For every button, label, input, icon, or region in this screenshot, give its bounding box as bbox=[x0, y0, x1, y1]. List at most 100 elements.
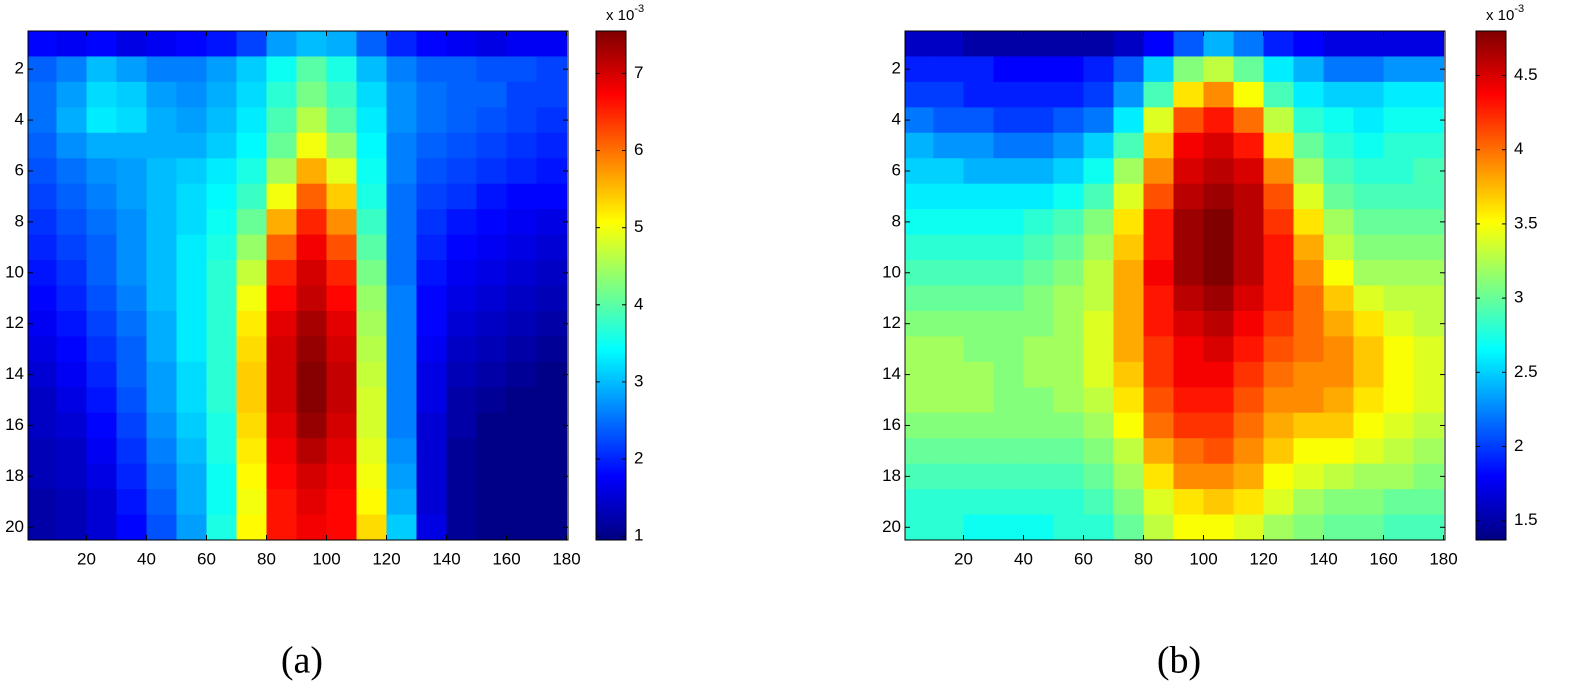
heatmap-cell bbox=[1053, 336, 1085, 363]
heatmap-cell bbox=[1383, 489, 1415, 516]
heatmap-cell bbox=[356, 310, 388, 337]
heatmap-cell bbox=[356, 361, 388, 388]
heatmap-cell bbox=[1173, 310, 1205, 337]
heatmap-cell bbox=[326, 514, 358, 540]
heatmap-cell bbox=[905, 336, 935, 363]
heatmap-cell bbox=[1053, 132, 1085, 159]
heatmap-cell bbox=[116, 183, 148, 210]
heatmap-cell bbox=[1293, 183, 1325, 210]
heatmap-cell bbox=[266, 310, 298, 337]
heatmap-cell bbox=[296, 107, 328, 134]
x-tick-label: 80 bbox=[257, 549, 276, 568]
heatmap-cell bbox=[56, 234, 88, 261]
heatmap-cell bbox=[1023, 514, 1055, 540]
heatmap-cell bbox=[1293, 489, 1325, 516]
heatmap-cell bbox=[236, 412, 268, 439]
heatmap-cell bbox=[963, 285, 995, 312]
heatmap-cell bbox=[1383, 31, 1415, 58]
heatmap-cell bbox=[1413, 412, 1445, 439]
heatmap-cell bbox=[296, 412, 328, 439]
heatmap-cell bbox=[86, 56, 118, 83]
heatmap-cell bbox=[963, 183, 995, 210]
y-tick-label: 8 bbox=[15, 211, 24, 230]
heatmap-cell bbox=[963, 361, 995, 388]
heatmap-cell bbox=[86, 31, 118, 58]
heatmap-cell bbox=[963, 438, 995, 465]
heatmap-cell bbox=[1023, 361, 1055, 388]
heatmap-cell bbox=[176, 209, 208, 236]
heatmap-cell bbox=[266, 514, 298, 540]
heatmap-cell bbox=[446, 387, 478, 414]
heatmap-cell bbox=[416, 438, 448, 465]
heatmap-cell bbox=[296, 31, 328, 58]
heatmap-cell bbox=[28, 132, 58, 159]
heatmap-cell bbox=[206, 463, 238, 490]
heatmap-cell bbox=[56, 361, 88, 388]
heatmap-cell bbox=[1383, 158, 1415, 185]
colorbar-label-base: x 10 bbox=[606, 7, 634, 24]
heatmap-cell bbox=[1173, 260, 1205, 287]
heatmap-cell bbox=[933, 56, 965, 83]
heatmap-cell bbox=[146, 107, 178, 134]
heatmap-cell bbox=[236, 31, 268, 58]
heatmap-cell bbox=[446, 234, 478, 261]
x-tick-label: 60 bbox=[197, 549, 216, 568]
heatmap-cell bbox=[446, 336, 478, 363]
heatmap-cell bbox=[536, 107, 568, 134]
heatmap-cell bbox=[933, 412, 965, 439]
heatmap-cell bbox=[905, 387, 935, 414]
heatmap-cell bbox=[266, 107, 298, 134]
heatmap-cell bbox=[1293, 260, 1325, 287]
heatmap-cell bbox=[536, 260, 568, 287]
heatmap-cell bbox=[326, 209, 358, 236]
x-tick-label: 40 bbox=[137, 549, 156, 568]
heatmap-cell bbox=[1323, 107, 1355, 134]
heatmap-cell bbox=[536, 438, 568, 465]
heatmap-cell bbox=[1053, 260, 1085, 287]
heatmap-cell bbox=[1053, 234, 1085, 261]
heatmap-cell bbox=[536, 209, 568, 236]
heatmap-cell bbox=[1083, 158, 1115, 185]
heatmap-cell bbox=[476, 81, 508, 108]
heatmap-cell bbox=[1143, 489, 1175, 516]
colorbar-tick-label: 3 bbox=[1514, 288, 1523, 307]
heatmap-cell bbox=[1203, 489, 1235, 516]
heatmap-cell bbox=[933, 183, 965, 210]
heatmap-cell bbox=[1143, 260, 1175, 287]
colorbar-tick-label: 2 bbox=[634, 449, 643, 468]
heatmap-cell bbox=[1233, 489, 1265, 516]
y-tick-label: 12 bbox=[882, 313, 901, 332]
heatmap-cell bbox=[476, 285, 508, 312]
heatmap-cell bbox=[416, 336, 448, 363]
x-tick-label: 60 bbox=[1074, 549, 1093, 568]
heatmap-cell bbox=[933, 285, 965, 312]
heatmap-cell bbox=[146, 81, 178, 108]
heatmap-cell bbox=[1023, 310, 1055, 337]
heatmap-cell bbox=[1383, 209, 1415, 236]
heatmap-cell bbox=[1263, 260, 1295, 287]
heatmap-cell bbox=[1293, 387, 1325, 414]
heatmap-cell bbox=[416, 81, 448, 108]
heatmap-cell bbox=[1413, 438, 1445, 465]
heatmap-cell bbox=[933, 310, 965, 337]
heatmap-cell bbox=[476, 56, 508, 83]
heatmap-cell bbox=[326, 336, 358, 363]
heatmap-cell bbox=[1323, 158, 1355, 185]
heatmap-cell bbox=[1053, 310, 1085, 337]
heatmap-cell bbox=[933, 132, 965, 159]
heatmap-cell bbox=[266, 285, 298, 312]
heatmap-cell bbox=[1413, 81, 1445, 108]
heatmap-cell bbox=[356, 183, 388, 210]
heatmap-cell bbox=[1083, 209, 1115, 236]
axes-frame bbox=[27, 30, 569, 541]
heatmap-cell bbox=[1023, 412, 1055, 439]
y-tick-label: 10 bbox=[882, 262, 901, 281]
heatmap-cell bbox=[1143, 107, 1175, 134]
heatmap-cell bbox=[1323, 183, 1355, 210]
heatmap-cell bbox=[1083, 463, 1115, 490]
heatmap-cell bbox=[386, 463, 418, 490]
heatmap-cell bbox=[296, 361, 328, 388]
heatmap-cell bbox=[993, 132, 1025, 159]
heatmap-cell bbox=[1113, 285, 1145, 312]
heatmap-cell bbox=[146, 361, 178, 388]
